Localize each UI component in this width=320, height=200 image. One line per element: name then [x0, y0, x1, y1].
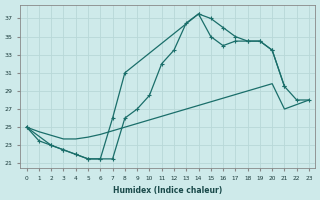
- X-axis label: Humidex (Indice chaleur): Humidex (Indice chaleur): [113, 186, 222, 195]
